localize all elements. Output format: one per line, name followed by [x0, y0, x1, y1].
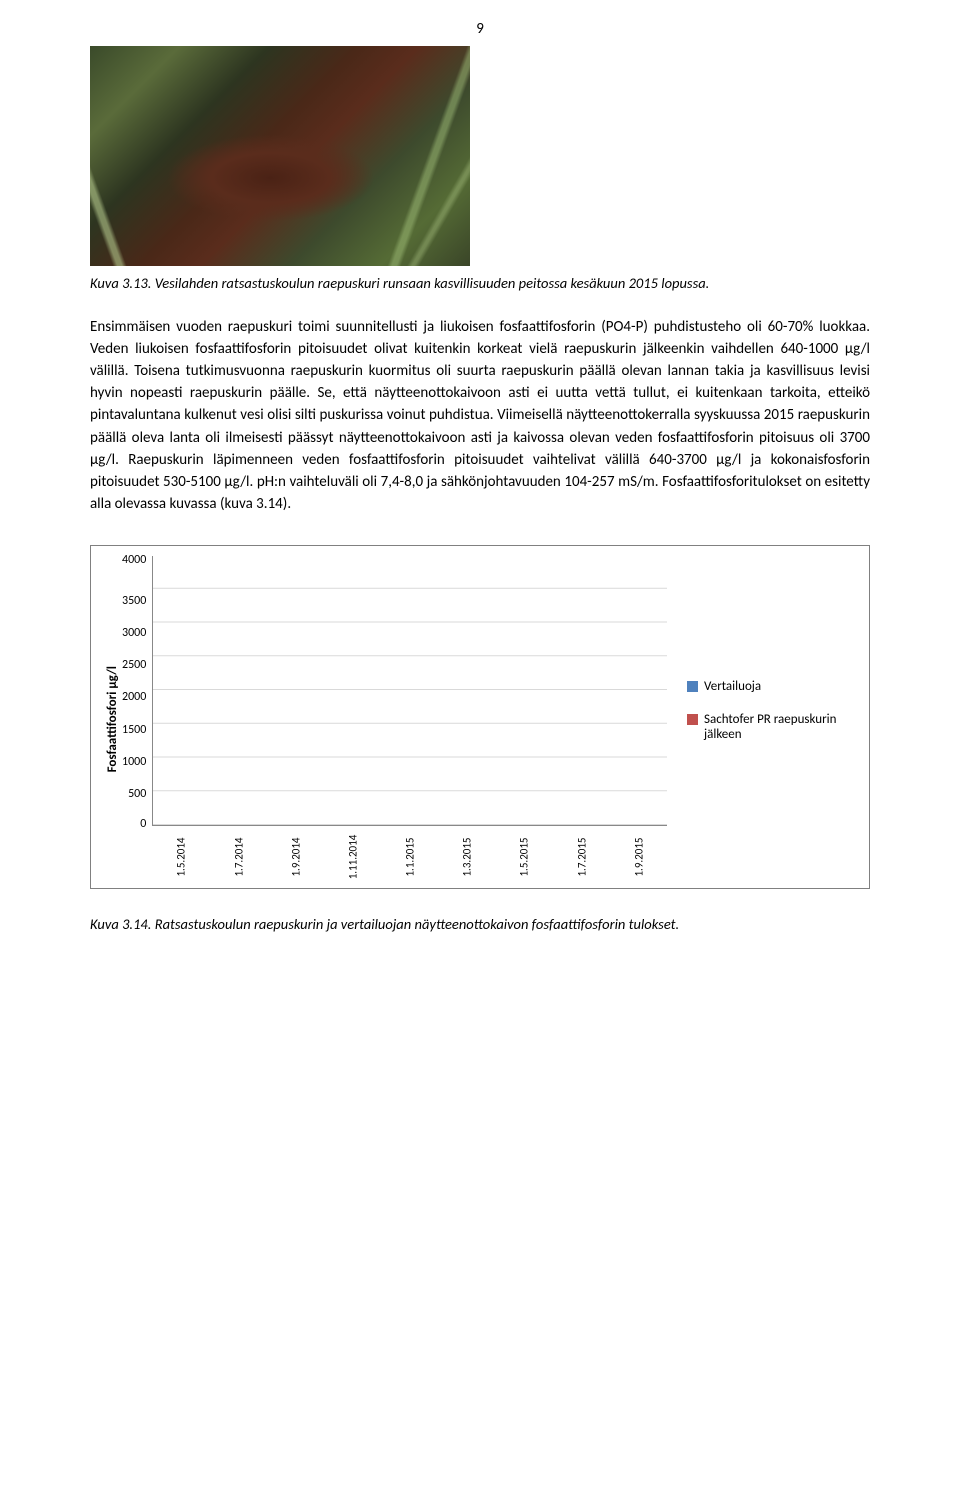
- legend-swatch: [687, 681, 698, 692]
- legend-label: Sachtofer PR raepuskurin jälkeen: [704, 712, 857, 742]
- y-tick-label: 4000: [122, 554, 146, 566]
- x-tick-label: 1.9.2015: [613, 829, 663, 886]
- y-axis-label: Fosfaattifosfori µg/l: [103, 666, 122, 772]
- y-tick-label: 2500: [122, 659, 146, 671]
- legend-item: Vertailuoja: [687, 679, 857, 694]
- y-tick-label: 3000: [122, 627, 146, 639]
- page-number: 9: [90, 20, 870, 38]
- legend-label: Vertailuoja: [704, 679, 761, 694]
- legend-item: Sachtofer PR raepuskurin jälkeen: [687, 712, 857, 742]
- x-tick-label: 1.7.2014: [213, 829, 263, 886]
- x-tick-label: 1.3.2015: [442, 829, 492, 886]
- chart-legend: Vertailuoja Sachtofer PR raepuskurin jälk…: [667, 679, 857, 760]
- x-tick-label: 1.5.2014: [156, 829, 206, 886]
- y-tick-label: 2000: [122, 691, 146, 703]
- x-tick-label: 1.1.2015: [385, 829, 435, 886]
- x-axis-ticks: 1.5.20141.7.20141.9.20141.11.20141.1.201…: [152, 832, 667, 882]
- legend-swatch: [687, 714, 698, 725]
- body-paragraph: Ensimmäisen vuoden raepuskuri toimi suun…: [90, 316, 870, 516]
- y-tick-label: 1500: [122, 724, 146, 736]
- y-tick-label: 3500: [122, 595, 146, 607]
- x-tick-label: 1.5.2015: [499, 829, 549, 886]
- x-tick-label: 1.9.2014: [270, 829, 320, 886]
- x-tick-label: 1.11.2014: [327, 829, 377, 886]
- y-tick-label: 0: [122, 818, 146, 830]
- bar-chart: Fosfaattifosfori µg/l 4000 3500 3000 2500 20…: [90, 545, 870, 889]
- x-tick-label: 1.7.2015: [556, 829, 606, 886]
- y-axis-ticks: 40003500300025002000150010005000: [122, 556, 152, 826]
- figure2-caption: Kuva 3.14. Ratsastuskoulun raepuskurin j…: [90, 915, 870, 935]
- y-tick-label: 500: [122, 788, 146, 800]
- figure1-caption: Kuva 3.13. Vesilahden ratsastuskoulun ra…: [90, 274, 870, 294]
- chart-plot-area: [152, 556, 667, 826]
- figure-photo: [90, 46, 470, 266]
- y-tick-label: 1000: [122, 756, 146, 768]
